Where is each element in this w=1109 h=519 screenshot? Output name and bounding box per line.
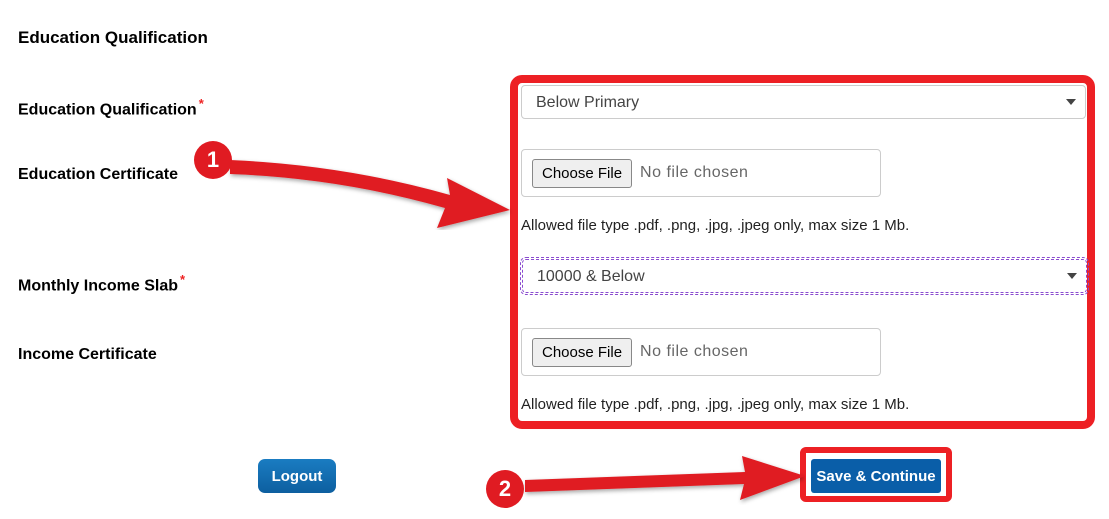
monthly-income-slab-label: Monthly Income Slab* [18, 272, 185, 295]
education-certificate-file[interactable]: Choose File No file chosen [521, 149, 881, 197]
annotation-arrow-2-icon [520, 450, 805, 505]
monthly-income-slab-select[interactable]: 10000 & Below [522, 259, 1087, 293]
annotation-highlight-save [800, 447, 952, 502]
required-asterisk-icon: * [180, 272, 185, 287]
annotation-badge-2: 2 [486, 470, 524, 508]
section-title: Education Qualification [18, 28, 208, 48]
annotation-arrow-1-icon [225, 130, 515, 230]
required-asterisk-icon: * [199, 96, 204, 111]
education-qualification-label: Education Qualification* [18, 96, 204, 119]
income-certificate-choose-button[interactable]: Choose File [532, 338, 632, 367]
annotation-badge-1: 1 [194, 141, 232, 179]
logout-button[interactable]: Logout [258, 459, 336, 493]
education-certificate-status: No file chosen [640, 164, 748, 182]
education-certificate-hint: Allowed file type .pdf, .png, .jpg, .jpe… [521, 217, 909, 234]
education-certificate-label: Education Certificate [18, 166, 178, 184]
income-certificate-label: Income Certificate [18, 346, 157, 364]
income-certificate-status: No file chosen [640, 343, 748, 361]
income-certificate-file[interactable]: Choose File No file chosen [521, 328, 881, 376]
education-qualification-select[interactable]: Below Primary [521, 85, 1086, 119]
education-certificate-choose-button[interactable]: Choose File [532, 159, 632, 188]
income-certificate-hint: Allowed file type .pdf, .png, .jpg, .jpe… [521, 396, 909, 413]
